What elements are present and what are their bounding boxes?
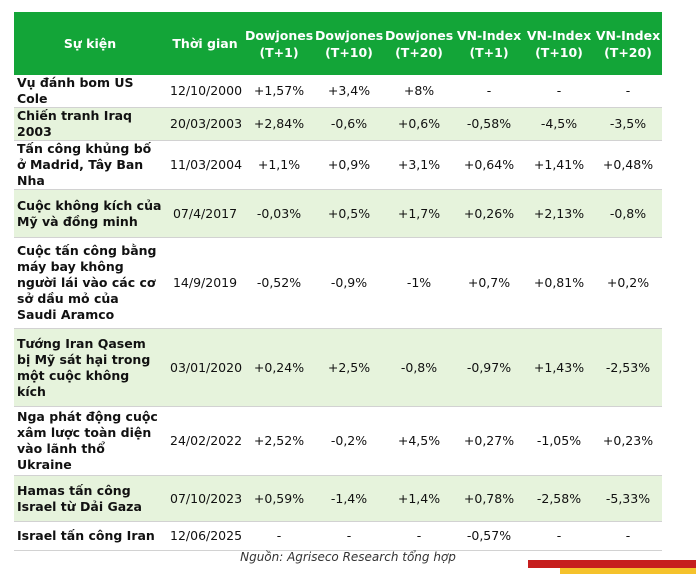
dj-t1-value: +1,57% xyxy=(244,75,314,108)
table-row: Nga phát động cuộc xâm lược toàn diện và… xyxy=(14,406,662,476)
table-row: Vụ đánh bom US Cole 12/10/2000 +1,57% +3… xyxy=(14,75,662,108)
dj-t10-value: +2,5% xyxy=(314,328,384,407)
vn-t1-value: -0,58% xyxy=(454,107,524,141)
event-name: Tướng Iran Qasem bị Mỹ sát hại trong một… xyxy=(14,328,166,407)
vn-t20-value: - xyxy=(594,75,662,108)
vn-t10-value: +0,81% xyxy=(524,237,594,329)
dj-t20-value: +1,7% xyxy=(384,189,454,238)
table-row: Cuộc tấn công bằng máy bay không người l… xyxy=(14,237,662,329)
table-row: Chiến tranh Iraq 2003 20/03/2003 +2,84% … xyxy=(14,107,662,141)
events-table: Sự kiện Thời gian Dowjones (T+1) Dowjone… xyxy=(14,12,662,551)
vn-t1-value: +0,78% xyxy=(454,475,524,522)
dj-t1-value: +1,1% xyxy=(244,140,314,190)
vn-t1-value: -0,97% xyxy=(454,328,524,407)
dj-t10-value: -0,9% xyxy=(314,237,384,329)
header-dj-t10: Dowjones (T+10) xyxy=(314,12,384,75)
table-row: Israel tấn công Iran 12/06/2025 - - - -0… xyxy=(14,521,662,551)
table-row: Cuộc không kích của Mỹ và đồng minh 07/4… xyxy=(14,189,662,238)
dj-t1-value: +0,24% xyxy=(244,328,314,407)
vn-t1-value: - xyxy=(454,75,524,108)
dj-t1-value: -0,52% xyxy=(244,237,314,329)
dj-t10-value: -0,2% xyxy=(314,406,384,476)
vn-t1-value: -0,57% xyxy=(454,521,524,551)
event-date: 14/9/2019 xyxy=(166,237,244,329)
vn-t10-value: -1,05% xyxy=(524,406,594,476)
dj-t20-value: - xyxy=(384,521,454,551)
vn-t1-value: +0,26% xyxy=(454,189,524,238)
dj-t1-value: +2,52% xyxy=(244,406,314,476)
vn-t20-value: +0,2% xyxy=(594,237,662,329)
vn-t10-value: - xyxy=(524,521,594,551)
dj-t10-value: -1,4% xyxy=(314,475,384,522)
header-row: Sự kiện Thời gian Dowjones (T+1) Dowjone… xyxy=(14,12,662,75)
vn-t1-value: +0,64% xyxy=(454,140,524,190)
dj-t20-value: +0,6% xyxy=(384,107,454,141)
vn-t20-value: +0,23% xyxy=(594,406,662,476)
dj-t20-value: +8% xyxy=(384,75,454,108)
header-vn-t1: VN-Index (T+1) xyxy=(454,12,524,75)
vn-t20-value: - xyxy=(594,521,662,551)
vn-t1-value: +0,7% xyxy=(454,237,524,329)
header-dj-t20: Dowjones (T+20) xyxy=(384,12,454,75)
dj-t1-value: +2,84% xyxy=(244,107,314,141)
event-date: 03/01/2020 xyxy=(166,328,244,407)
event-name: Nga phát động cuộc xâm lược toàn diện và… xyxy=(14,406,166,476)
dj-t10-value: +3,4% xyxy=(314,75,384,108)
event-name: Israel tấn công Iran xyxy=(14,521,166,551)
decorative-yellow-bar xyxy=(560,568,696,574)
vn-t10-value: - xyxy=(524,75,594,108)
event-date: 12/06/2025 xyxy=(166,521,244,551)
decorative-red-bar xyxy=(528,560,696,568)
header-dj-t1: Dowjones (T+1) xyxy=(244,12,314,75)
vn-t20-value: -3,5% xyxy=(594,107,662,141)
dj-t20-value: +4,5% xyxy=(384,406,454,476)
dj-t20-value: -1% xyxy=(384,237,454,329)
dj-t1-value: - xyxy=(244,521,314,551)
header-event: Sự kiện xyxy=(14,12,166,75)
dj-t20-value: +1,4% xyxy=(384,475,454,522)
vn-t10-value: +1,41% xyxy=(524,140,594,190)
event-date: 07/10/2023 xyxy=(166,475,244,522)
header-vn-t20: VN-Index (T+20) xyxy=(594,12,662,75)
event-name: Vụ đánh bom US Cole xyxy=(14,75,166,108)
dj-t10-value: +0,9% xyxy=(314,140,384,190)
table-row: Tướng Iran Qasem bị Mỹ sát hại trong một… xyxy=(14,328,662,407)
vn-t20-value: -5,33% xyxy=(594,475,662,522)
event-name: Chiến tranh Iraq 2003 xyxy=(14,107,166,141)
dj-t1-value: -0,03% xyxy=(244,189,314,238)
event-name: Hamas tấn công Israel từ Dải Gaza xyxy=(14,475,166,522)
event-date: 11/03/2004 xyxy=(166,140,244,190)
header-vn-t10: VN-Index (T+10) xyxy=(524,12,594,75)
event-date: 12/10/2000 xyxy=(166,75,244,108)
source-note: Nguồn: Agriseco Research tổng hợp xyxy=(240,550,456,564)
dj-t10-value: +0,5% xyxy=(314,189,384,238)
table-row: Hamas tấn công Israel từ Dải Gaza 07/10/… xyxy=(14,475,662,522)
vn-t10-value: +1,43% xyxy=(524,328,594,407)
dj-t20-value: -0,8% xyxy=(384,328,454,407)
vn-t20-value: -2,53% xyxy=(594,328,662,407)
vn-t10-value: +2,13% xyxy=(524,189,594,238)
header-date: Thời gian xyxy=(166,12,244,75)
event-date: 24/02/2022 xyxy=(166,406,244,476)
dj-t1-value: +0,59% xyxy=(244,475,314,522)
vn-t10-value: -2,58% xyxy=(524,475,594,522)
event-date: 07/4/2017 xyxy=(166,189,244,238)
table-row: Tấn công khủng bố ở Madrid, Tây Ban Nha … xyxy=(14,140,662,190)
event-name: Tấn công khủng bố ở Madrid, Tây Ban Nha xyxy=(14,140,166,190)
event-name: Cuộc tấn công bằng máy bay không người l… xyxy=(14,237,166,329)
dj-t10-value: -0,6% xyxy=(314,107,384,141)
vn-t20-value: +0,48% xyxy=(594,140,662,190)
dj-t20-value: +3,1% xyxy=(384,140,454,190)
vn-t1-value: +0,27% xyxy=(454,406,524,476)
vn-t20-value: -0,8% xyxy=(594,189,662,238)
dj-t10-value: - xyxy=(314,521,384,551)
vn-t10-value: -4,5% xyxy=(524,107,594,141)
event-date: 20/03/2003 xyxy=(166,107,244,141)
event-name: Cuộc không kích của Mỹ và đồng minh xyxy=(14,189,166,238)
